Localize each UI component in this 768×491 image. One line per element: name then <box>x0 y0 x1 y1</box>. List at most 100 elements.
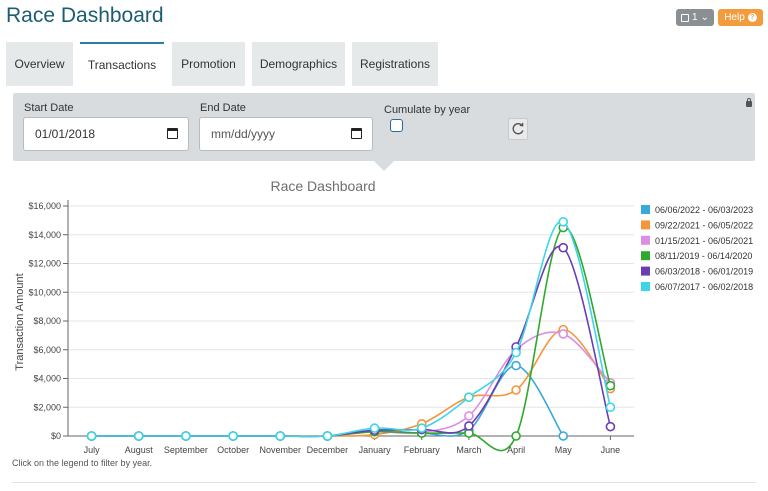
chevron-down-icon: ⌄ <box>700 12 709 23</box>
legend-item[interactable]: 06/03/2018 - 06/01/2019 <box>641 266 753 277</box>
data-point <box>181 431 191 441</box>
data-point <box>511 385 521 395</box>
series-line <box>91 220 612 438</box>
series-line <box>91 328 612 437</box>
data-point <box>464 421 474 431</box>
refresh-icon <box>512 122 524 135</box>
legend-item[interactable]: 09/22/2021 - 06/05/2022 <box>641 220 753 230</box>
refresh-button[interactable] <box>508 118 528 140</box>
cumulate-checkbox[interactable] <box>390 119 403 132</box>
panel-pointer <box>374 161 394 171</box>
series-line <box>91 245 612 438</box>
page-title: Race Dashboard <box>6 4 164 27</box>
list-icon <box>681 13 690 22</box>
data-point <box>228 431 238 441</box>
legend-swatch <box>641 251 650 261</box>
legend-item[interactable]: 01/15/2021 - 06/05/2021 <box>641 235 753 246</box>
x-tick-label: June <box>601 445 621 455</box>
x-tick-label: January <box>359 445 392 455</box>
legend-label: 08/11/2019 - 06/14/2020 <box>655 251 752 261</box>
x-tick-label: April <box>507 445 525 455</box>
end-date-input[interactable]: mm/dd/yyyy <box>199 117 373 151</box>
x-axis-ticks: July August September October November Decemb… <box>84 436 621 455</box>
data-point <box>133 431 144 441</box>
start-date-input[interactable]: 01/01/2018 <box>23 117 189 151</box>
series-lines <box>86 217 616 452</box>
chart-title: Race Dashboard <box>270 178 375 194</box>
help-button[interactable]: Help ? <box>718 9 763 26</box>
y-axis-label: Transaction Amount <box>14 273 26 370</box>
legend-swatch <box>641 205 650 214</box>
x-tick-label: November <box>259 445 301 455</box>
series-6 <box>86 217 616 441</box>
page-selector-value: 1 <box>692 12 698 23</box>
y-tick-label: $16,000 <box>28 201 61 211</box>
y-tick-label: $14,000 <box>28 230 61 240</box>
end-date-label: End Date <box>200 102 246 114</box>
legend-label: 06/03/2018 - 06/01/2019 <box>655 267 753 277</box>
question-icon: ? <box>747 13 757 22</box>
legend-label: 09/22/2021 - 06/05/2022 <box>655 220 753 230</box>
legend-swatch <box>641 220 650 230</box>
tab-demographics[interactable]: Demographics <box>252 42 345 86</box>
data-point <box>558 217 569 227</box>
lock-icon[interactable] <box>746 98 752 107</box>
data-point <box>511 431 521 441</box>
tab-registrations[interactable]: Registrations <box>352 42 438 86</box>
header: Race Dashboard 1 ⌄ Help ? <box>0 0 768 42</box>
data-point <box>558 329 569 339</box>
legend-item[interactable]: 06/07/2017 - 06/02/2018 <box>641 282 753 292</box>
tab-transactions[interactable]: Transactions <box>80 42 164 86</box>
data-point <box>605 402 616 413</box>
tab-promotion[interactable]: Promotion <box>172 42 245 86</box>
start-date-label: Start Date <box>24 102 74 114</box>
data-point <box>605 421 616 432</box>
data-point <box>605 380 616 391</box>
data-point <box>511 347 521 358</box>
cumulate-label: Cumulate by year <box>384 104 471 116</box>
help-label: Help <box>724 12 745 23</box>
x-tick-label: March <box>456 445 481 455</box>
legend-hint: Click on the legend to filter by year. <box>12 458 153 468</box>
y-tick-label: $4,000 <box>33 374 61 384</box>
data-point <box>416 423 427 433</box>
tab-label: Demographics <box>259 57 338 71</box>
tab-label: Registrations <box>359 57 431 71</box>
y-tick-label: $8,000 <box>33 316 61 326</box>
x-tick-label: July <box>84 445 101 455</box>
x-tick-label: October <box>217 445 249 455</box>
data-point <box>558 242 569 253</box>
y-tick-label: $0 <box>51 431 61 441</box>
legend-swatch <box>641 282 650 291</box>
y-tick-label: $6,000 <box>33 345 61 355</box>
series-line <box>91 364 564 438</box>
end-date-placeholder: mm/dd/yyyy <box>211 127 276 141</box>
y-tick-label: $12,000 <box>28 259 61 269</box>
y-axis-ticks: $0 $2,000 $4,000 $6,000 $8,000 $10,000 $12,000… <box>28 201 68 441</box>
tab-overview[interactable]: Overview <box>6 42 73 86</box>
y-tick-label: $2,000 <box>33 402 61 412</box>
legend-item[interactable]: 08/11/2019 - 06/14/2020 <box>641 251 752 261</box>
data-point <box>511 360 521 371</box>
data-point <box>369 423 380 433</box>
divider <box>12 482 756 483</box>
tab-label: Transactions <box>87 58 157 72</box>
grid-lines <box>67 200 634 437</box>
tab-label: Overview <box>14 57 65 71</box>
x-tick-label: February <box>404 445 441 455</box>
x-tick-label: August <box>125 445 154 455</box>
data-point <box>86 431 97 441</box>
series-5 <box>86 242 616 441</box>
legend-item[interactable]: 06/06/2022 - 06/03/2023 <box>641 205 753 215</box>
data-point <box>322 431 333 441</box>
legend-label: 06/06/2022 - 06/03/2023 <box>655 205 753 215</box>
page-selector-button[interactable]: 1 ⌄ <box>676 9 714 26</box>
legend-label: 01/15/2021 - 06/05/2021 <box>655 236 753 246</box>
calendar-icon[interactable] <box>167 128 178 139</box>
y-tick-label: $10,000 <box>28 287 61 297</box>
calendar-icon[interactable] <box>351 128 362 139</box>
legend: 06/06/2022 - 06/03/2023 09/22/2021 - 06/0… <box>641 205 753 292</box>
x-tick-label: December <box>307 445 349 455</box>
series-1 <box>86 360 569 441</box>
legend-swatch <box>641 266 650 276</box>
